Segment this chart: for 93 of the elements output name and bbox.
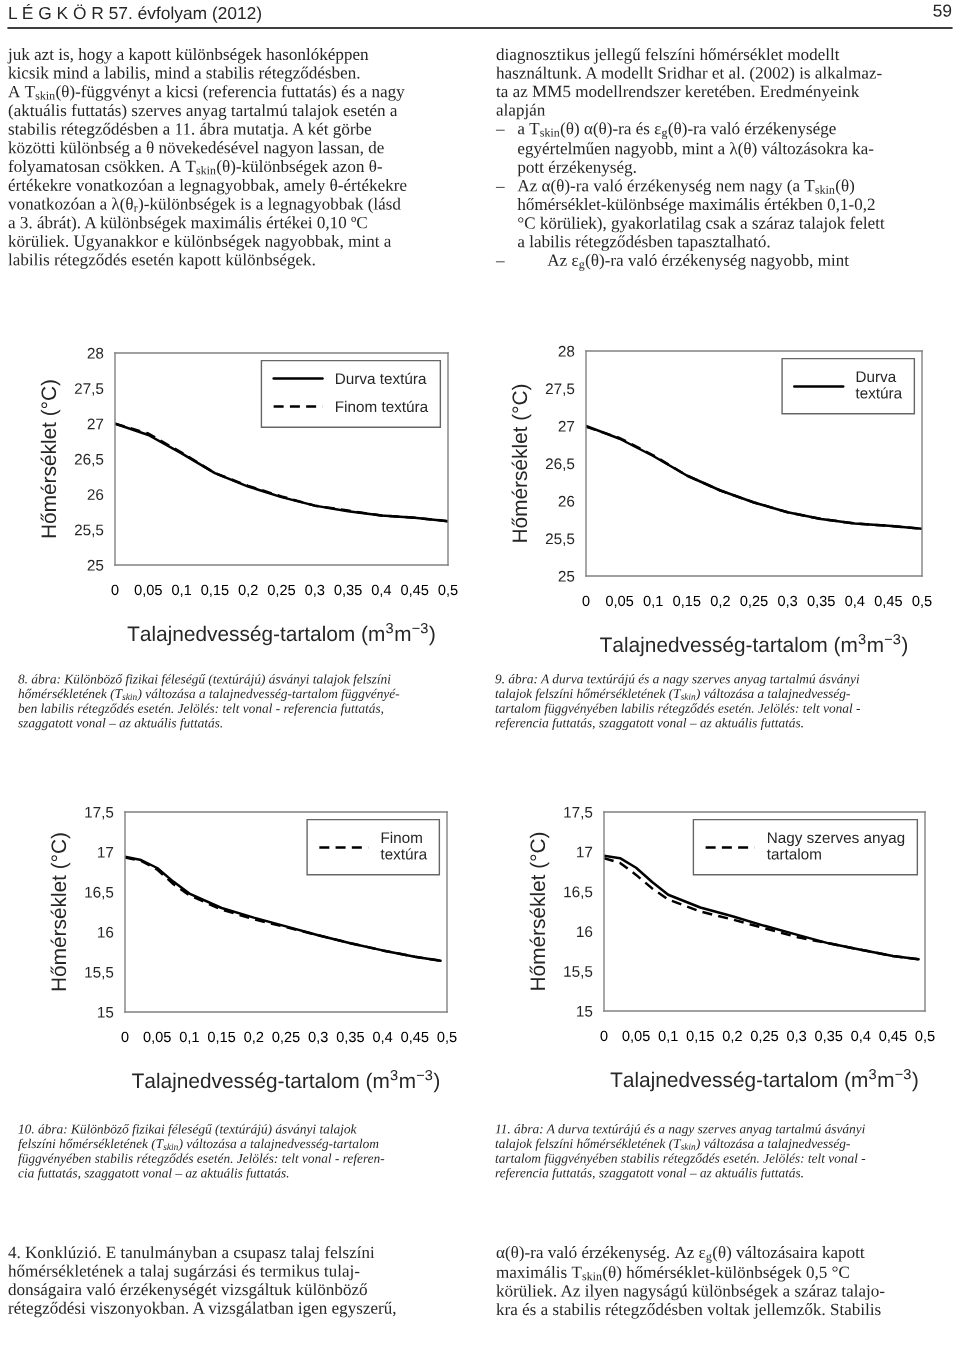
y-tick-label: 17 — [98, 847, 114, 858]
x-tick-label: 0,45 — [401, 584, 429, 597]
y-tick-label: 26,5 — [74, 453, 104, 467]
y-tick-label: 17,5 — [85, 807, 114, 820]
x-tick-label: 0,5 — [437, 1031, 457, 1044]
legend-label: Finom textúra — [380, 831, 428, 860]
text: 10. ábra: Különböző fizikai féleségű (textúrájú) ásványi talajok felszíni hőmérsékletének (T$_{skin}$) változása a talajnedvesség-tartalom függvényében stabilis rétegződés esetén. Jelölés: telt vonal - referen- cia futtatás, szaggatott vonal – az aktuális futtatás. — [18, 1124, 385, 1181]
x-tick-label: 0 — [600, 1030, 608, 1042]
x-tick-label: 0,1 — [643, 595, 663, 608]
x-tick-label: 0,05 — [134, 584, 162, 597]
y-tick-label: 27 — [558, 420, 575, 432]
x-tick-label: 0,2 — [238, 584, 258, 597]
x-tick-label: 0,45 — [401, 1031, 429, 1044]
y-tick-label: 15,5 — [564, 966, 593, 979]
x-tick-label: 0,45 — [874, 595, 902, 608]
x-tick-label: 0,4 — [845, 595, 865, 608]
x-tick-label: 0,3 — [305, 584, 325, 597]
y-tick-label: 25 — [87, 559, 104, 571]
x-tick-label: 0,5 — [915, 1030, 935, 1043]
y-axis-title: Hőmérséklet (°C) — [40, 380, 61, 538]
x-tick-label: 0,2 — [244, 1031, 264, 1044]
y-tick-label: 25,5 — [545, 533, 575, 546]
x-tick-label: 0,35 — [334, 584, 362, 597]
y-tick-label: 17,5 — [564, 807, 593, 820]
x-tick-label: 0 — [121, 1031, 129, 1043]
legend-label: Finom textúra — [336, 400, 429, 413]
y-tick-label: 17 — [577, 846, 593, 858]
x-tick-label: 0,1 — [172, 584, 192, 597]
text: α(θ)-ra való érzékenység. Az ε$_{g}$(θ) változásaira kapott maximális T$_{skin}$(θ) hőmérséklet-különbségek 0,5 °C körüliek. Az ilyen nagyságú különbségek a száraz talajo- kra és a stabilis rétegződésben voltak jellemzők. Stabilis — [496, 1246, 885, 1319]
x-tick-label: 0,25 — [740, 595, 768, 608]
y-tick-label: 16 — [98, 926, 114, 938]
text: juk azt is, hogy a kapott különbségek hasonlóképpen kicsik mind a labilis, mind a stabilis rétegződésben. A T$_{skin}$(θ)-függvényt a kicsi (referencia futtatás) és a nagy (aktuális futtatás) szerves anyag tartalmú talajok esetén a stabilis rétegződésben a 11. ábra mutatja. A két görbe közötti különbség a θ növekedésével nagyon lassan, de folyamatosan csökken. A T$_{skin}$(θ)-különbségek azon θ- értékekre vonatkozóan a legnagyobbak, amely θ-értékekre vonatkozóan a λ(θ$_{r}$)-különbségek is a legnagyobbak (lásd a 3. ábrát). A különbségek maximális értékei 0,10 ºC körüliek. Ugyanakkor e különbségek nagyobbak, mint a labilis rétegződés esetén kapott különbségek. — [7, 48, 407, 269]
y-tick-label: 28 — [87, 347, 104, 359]
x-tick-label: 0,35 — [815, 1030, 843, 1043]
x-axis-title: Talajnedvesség-tartalom (m$^{3}$m$^{−3}$) — [132, 1070, 440, 1093]
x-tick-label: 0,45 — [879, 1030, 907, 1043]
y-tick-label: 25 — [558, 570, 575, 582]
x-tick-label: 0,15 — [673, 595, 701, 608]
y-tick-label: 15,5 — [85, 967, 114, 980]
x-tick-label: 0,3 — [308, 1031, 328, 1044]
x-tick-label: 0,15 — [201, 584, 229, 597]
x-tick-label: 0,05 — [143, 1031, 171, 1044]
x-tick-label: 0,4 — [371, 584, 392, 597]
x-tick-label: 0,2 — [710, 595, 730, 608]
x-tick-label: 0,3 — [778, 595, 798, 608]
x-tick-label: 0,5 — [912, 595, 932, 608]
y-tick-label: 25,5 — [74, 524, 104, 538]
y-tick-label: 15 — [98, 1007, 114, 1018]
legend-label: Durva textúra — [855, 371, 903, 399]
x-tick-label: 0,25 — [750, 1030, 779, 1043]
x-tick-label: 0 — [111, 584, 119, 596]
y-tick-label: 27 — [87, 418, 104, 430]
x-tick-label: 0,3 — [787, 1030, 807, 1043]
x-axis-title: Talajnedvesség-tartalom (m$^{3}$m$^{−3}$) — [127, 623, 435, 646]
y-tick-label: 16,5 — [85, 886, 114, 900]
text: 59 — [933, 4, 952, 17]
y-tick-label: 27,5 — [74, 383, 104, 396]
text: 9. ábra: A durva textúrájú és a nagy szerves anyag tartalmú ásványi talajok felszíni hőmérsékletének (T$_{skin}$) változása a talajnedvesség- tartalom függvényében labilis rétegződés esetén. Jelölés: telt vonal - referencia futtatás, szaggatott vonal – az aktuális futtatás. — [495, 674, 860, 731]
x-tick-label: 0,1 — [658, 1030, 678, 1043]
x-tick-label: 0,25 — [267, 584, 296, 597]
y-tick-label: 28 — [558, 345, 575, 357]
x-tick-label: 0,05 — [622, 1030, 650, 1043]
x-tick-label: 0,5 — [438, 584, 458, 597]
y-tick-label: 27,5 — [545, 383, 575, 396]
text: L É G K Ö R 57. évfolyam (2012) — [9, 4, 262, 23]
y-tick-label: 16 — [577, 926, 593, 938]
x-tick-label: 0 — [582, 595, 590, 607]
y-tick-label: 15 — [577, 1006, 593, 1017]
y-axis-title: Hőmérséklet (°C) — [529, 832, 550, 990]
y-tick-label: 16,5 — [564, 886, 593, 900]
x-axis-title: Talajnedvesség-tartalom (m$^{3}$m$^{−3}$) — [610, 1069, 918, 1092]
x-tick-label: 0,25 — [272, 1031, 300, 1044]
x-tick-label: 0,4 — [851, 1030, 871, 1043]
y-tick-label: 26 — [558, 495, 575, 507]
x-tick-label: 0,4 — [373, 1031, 393, 1044]
y-axis-title: Hőmérséklet (°C) — [50, 833, 71, 991]
x-tick-label: 0,35 — [336, 1031, 364, 1044]
text: 4. Konklúzió. E tanulmányban a csupasz talaj felszíni hőmérsékletének a talaj sugárzási és termikus tulaj- donságaira való érzékenységét vizsgáltuk különböző rétegződési viszonyokban. A vizsgálatban igen egyszerű, — [8, 1246, 396, 1318]
legend-label: Durva textúra — [336, 372, 427, 385]
text: 11. ábra: A durva textúrájú és a nagy szerves anyag tartalmú ásványi talajok felszíni hőmérsékletének (T$_{skin}$) változása a talajnedvesség- tartalom függvényében stabilis rétegződés esetén. Jelölés: telt vonal - referencia futtatás, szaggatott vonal – az aktuális futtatás. — [495, 1124, 866, 1181]
text: 8. ábra: Különböző fizikai féleségű (textúrájú) ásványi talajok felszíni hőmérsékletének (T$_{skin}$) változása a talajnedvesség-tartalom függvényé- ben labilis rétegződés esetén. Jelölés: telt vonal - referencia futtatás, szaggatott vonal – az aktuális futtatás. — [18, 674, 400, 731]
x-tick-label: 0,15 — [207, 1031, 236, 1044]
y-axis-title: Hőmérséklet (°C) — [511, 384, 532, 542]
x-axis-title: Talajnedvesség-tartalom (m$^{3}$m$^{−3}$) — [600, 634, 908, 657]
text: diagnosztikus jellegű felszíni hőmérséklet modellt használtunk. A modellt Sridhar et al. (2002) is alkalmaz- ta az MM5 modellrendszer keretében. Eredményeink alapján – a T$_{skin}$(θ) α(θ)-ra és ε$_{g}$(θ)-ra való érzékenysége egyértelműen nagyobb, mint a λ(θ) változásokra ka- pott érzékenység. – Az α(θ)-ra való érzékenység nem nagy (a T$_{skin}$(θ) hőmérséklet-különbsége maximális értékben 0,1-0,2 °C körüliek), gyakorlatilag csak a száraz talajok felett a labilis rétegződésben tapasztalható. – Az ε$_{g}$(θ)-ra való érzékenység nagyobb, mint — [495, 48, 885, 271]
x-tick-label: 0,15 — [686, 1030, 714, 1043]
x-tick-label: 0,2 — [722, 1030, 742, 1043]
legend-label: Nagy szerves anyag tartalom — [766, 832, 905, 860]
x-tick-label: 0,35 — [807, 595, 835, 608]
y-tick-label: 26 — [87, 489, 104, 501]
x-tick-label: 0,05 — [605, 595, 634, 608]
y-tick-label: 26,5 — [545, 458, 575, 471]
x-tick-label: 0,1 — [179, 1031, 199, 1044]
